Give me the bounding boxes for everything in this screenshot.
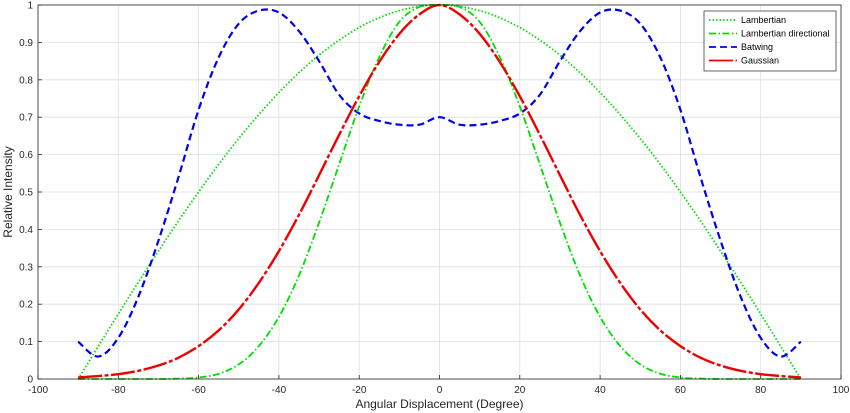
- series-line-batwing: [77, 8, 802, 358]
- y-tick-label: 0.1: [19, 337, 33, 348]
- y-tick-label: 0.5: [19, 188, 33, 199]
- legend-label: Lambertian: [741, 15, 786, 25]
- y-tick-label: 0.2: [19, 300, 33, 311]
- y-tick-label: 0.7: [19, 113, 33, 124]
- y-tick-label: 0.4: [19, 225, 33, 236]
- y-tick-label: 0.8: [19, 75, 33, 86]
- x-tick-label: 40: [595, 385, 607, 396]
- y-tick-label: 0.3: [19, 262, 33, 273]
- ticks: -100 -80 -60 -40 -20 0 20 40 60 80 100 0 0.1 0.2 0.3 0.…: [19, 1, 850, 397]
- x-tick-label: -20: [352, 385, 367, 396]
- x-tick-label: 60: [675, 385, 687, 396]
- y-tick-label: 0.6: [19, 150, 33, 161]
- x-tick-label: 20: [514, 385, 526, 396]
- y-axis-title: Relative Intensity: [1, 146, 15, 237]
- legend-label: Lambertian directional: [741, 29, 830, 39]
- y-tick-label: 1: [27, 1, 33, 12]
- x-tick-label: 100: [833, 385, 850, 396]
- x-tick-label: 80: [755, 385, 767, 396]
- x-tick-label: -80: [111, 385, 126, 396]
- x-tick-label: -60: [191, 385, 206, 396]
- y-tick-label: 0: [27, 375, 33, 386]
- legend-label: Gaussian: [741, 56, 779, 66]
- x-axis-title: Angular Displacement (Degree): [355, 397, 523, 411]
- legend: Lambertian Lambertian directional Batwing G…: [703, 10, 837, 72]
- x-tick-label: -40: [272, 385, 287, 396]
- y-tick-label: 0.9: [19, 38, 33, 49]
- x-tick-label: -100: [28, 385, 48, 396]
- x-tick-label: 0: [437, 385, 443, 396]
- series-line-lambertian: [77, 4, 802, 380]
- legend-label: Batwing: [741, 42, 773, 52]
